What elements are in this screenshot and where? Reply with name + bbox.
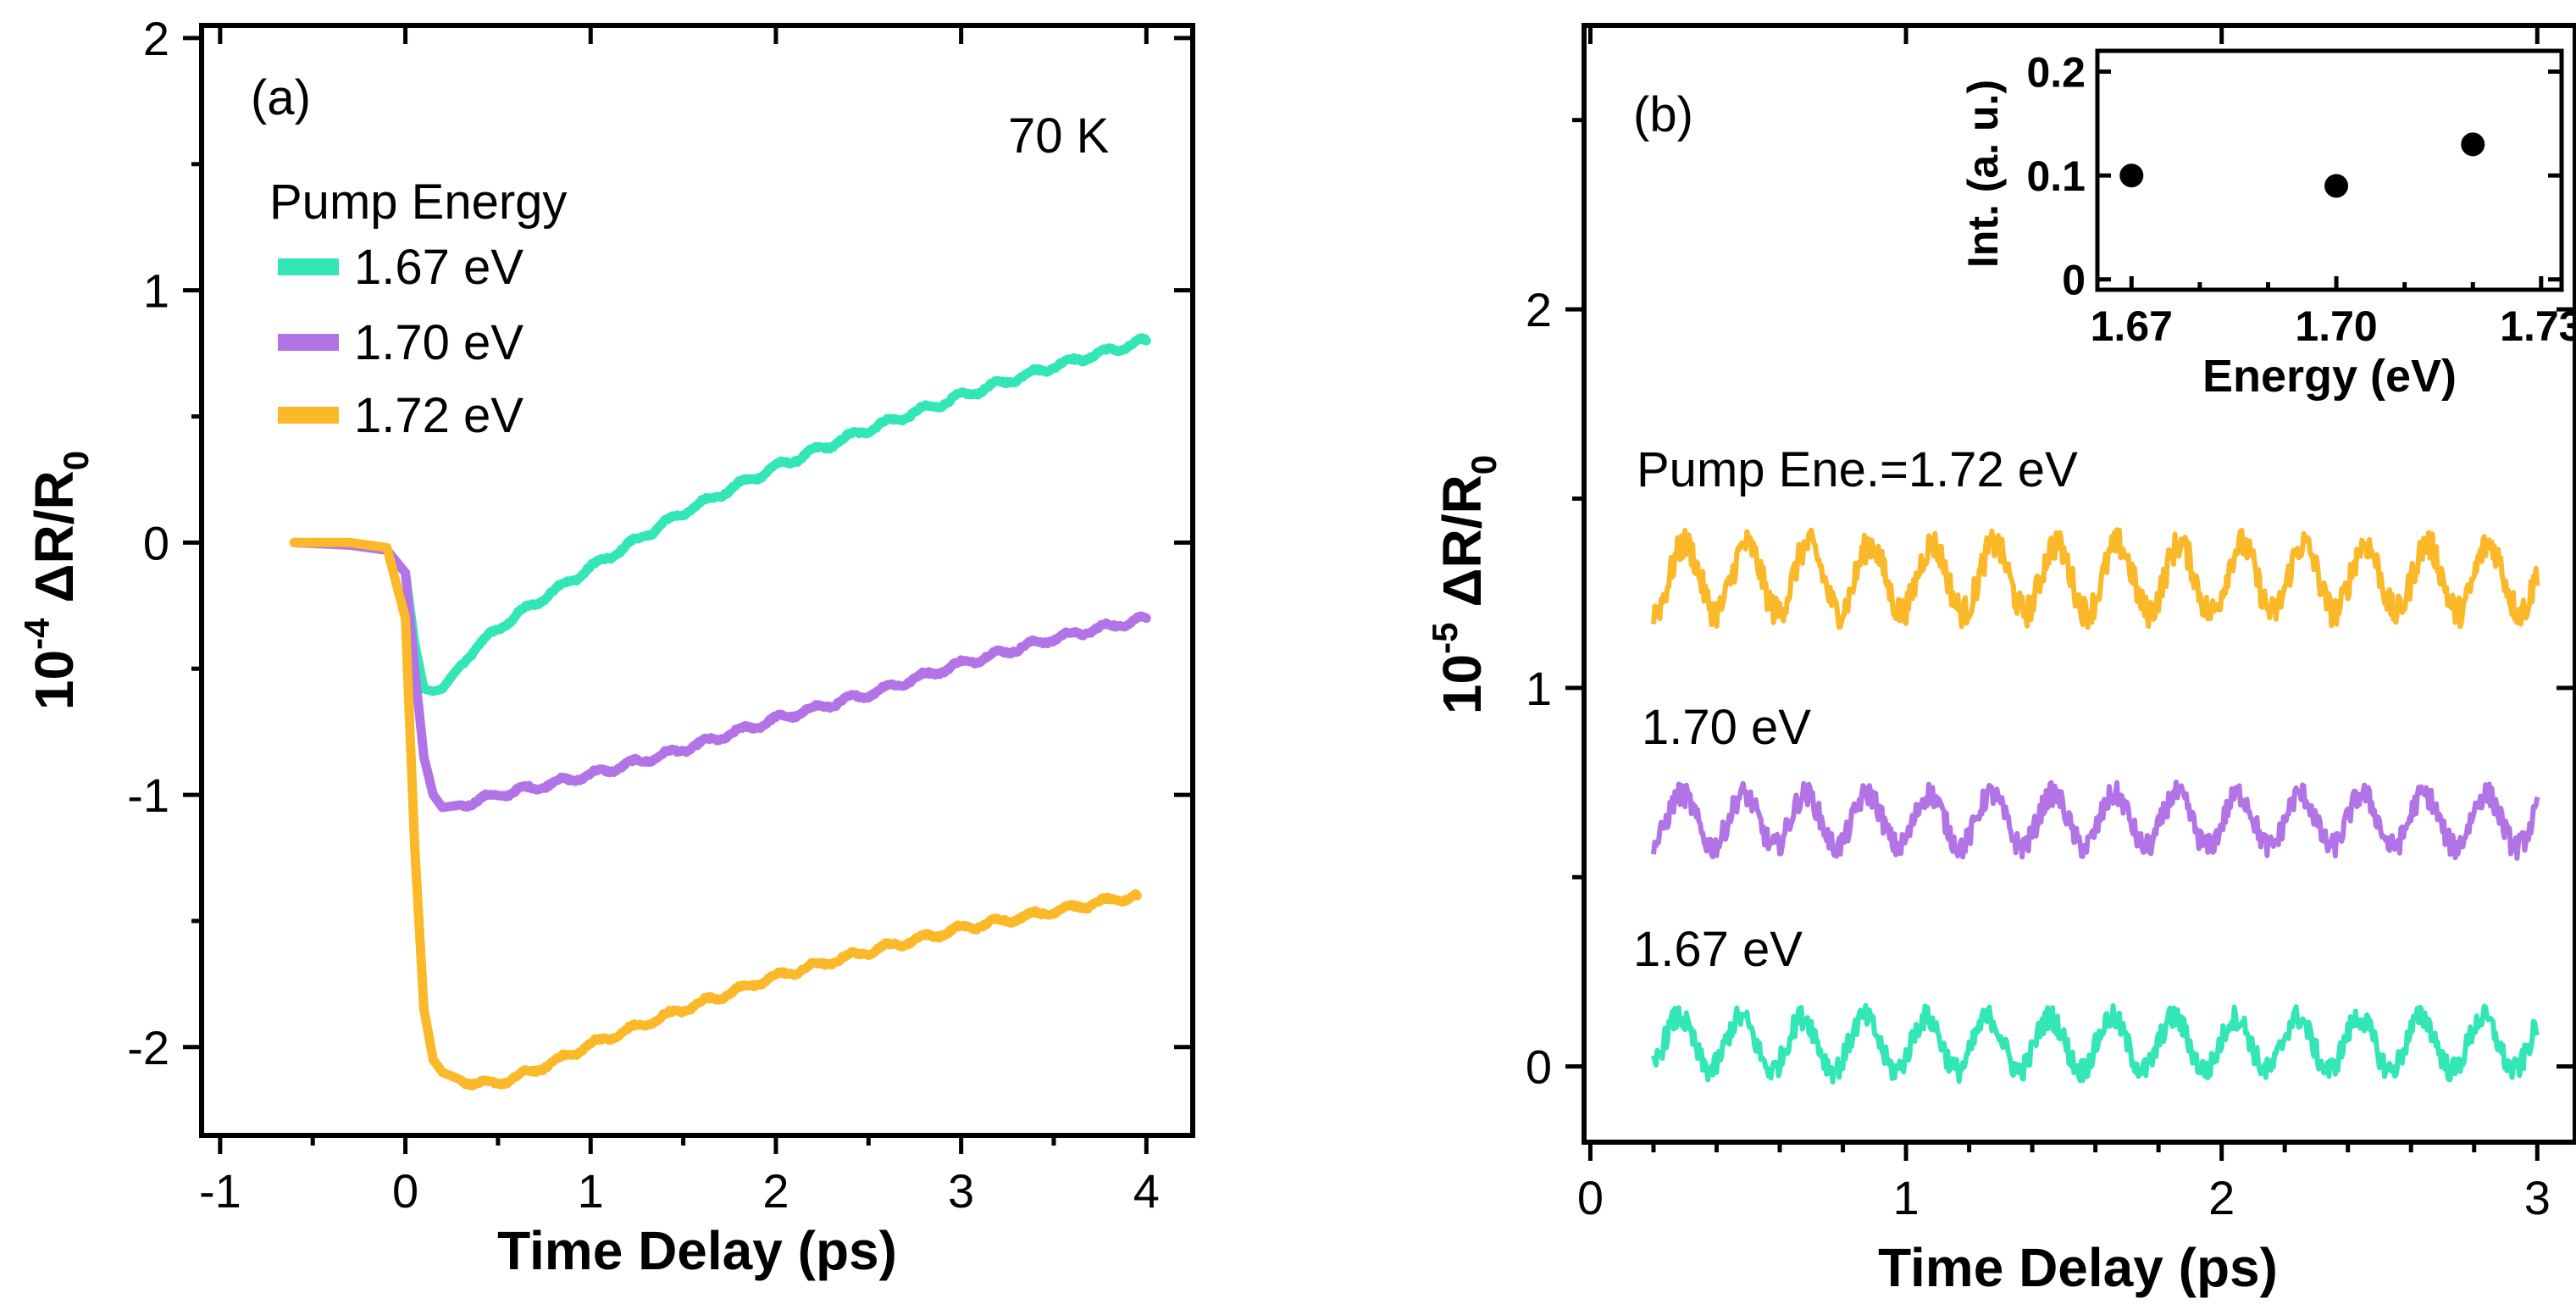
temperature-annotation: 70 K (1008, 108, 1110, 164)
oscillation-line-167 (1651, 1002, 2540, 1085)
legend-label-170: 1.70 eV (354, 315, 524, 370)
panel-b-x-axis-label: Time Delay (ps) (1878, 1237, 2278, 1298)
panel-b-ticks: 0 1 2 3 0 1 2 (1526, 25, 2575, 1224)
x-tick-label: -1 (199, 1164, 241, 1218)
inset-x-tick-label: 1.70 (2295, 302, 2377, 350)
y-tick-label: 1 (143, 264, 169, 318)
inset-y-tick-label: 0.1 (2026, 153, 2086, 200)
panel-b-y-axis-label: 10-5 ΔR/R0 (1425, 455, 1504, 714)
inset-data-point (2324, 174, 2349, 198)
panel-b-series-group (1651, 527, 2540, 1085)
panel-b-label: (b) (1633, 87, 1693, 142)
panel-a-frame (199, 23, 1195, 1138)
inset-chart: 1.67 1.70 1.73 0 0.1 0.2 Energy (eV) Int. (a.… (1959, 48, 2576, 402)
series-label-167: 1.67 eV (1633, 922, 1803, 977)
x-tick-label: 2 (762, 1164, 789, 1218)
panel-a-ticks: -1 0 1 2 3 4 -2 -1 0 1 2 (127, 12, 1193, 1218)
inset-y-axis-label: Int. (a. u.) (1959, 80, 2007, 268)
inset-frame (2095, 48, 2564, 292)
legend-entry: 1.70 eV (278, 315, 524, 370)
y-tick-label: 0 (143, 516, 169, 569)
x-tick-label: 3 (948, 1164, 974, 1218)
panel-a-ylabel-subscript: 0 (56, 451, 96, 470)
series-line-172 (289, 537, 1142, 1090)
oscillation-line-170 (1651, 780, 2540, 861)
oscillation-line-172 (1651, 527, 2540, 630)
y-tick-label: 2 (143, 12, 169, 65)
legend-entry: 1.72 eV (278, 388, 524, 443)
panel-a-x-axis-label: Time Delay (ps) (497, 1220, 897, 1281)
panel-a-ylabel-main: ΔR/R (24, 470, 85, 602)
inset-x-tick-label: 1.67 (2091, 302, 2173, 350)
panel-b-ylabel-main: ΔR/R (1432, 474, 1493, 607)
panel-b-ylabel-subscript: 0 (1464, 455, 1504, 474)
inset-y-tick-label: 0.2 (2026, 49, 2086, 97)
y-tick-label: 0 (1526, 1040, 1552, 1094)
panel-b-ylabel-exponent: -5 (1425, 623, 1465, 654)
legend-label-172: 1.72 eV (354, 388, 524, 443)
panel-a-y-axis-label: 10-4 ΔR/R0 (17, 451, 96, 710)
panel-a-ylabel-base: 10 (24, 650, 85, 710)
legend-entry: 1.67 eV (278, 240, 524, 295)
panel-a-series-group (289, 333, 1151, 1090)
panel-b: 0 1 2 3 0 1 2 (b) Pump Ene.=1.72 eV 1.70 eV 1.… (1425, 23, 2576, 1298)
panel-a-ylabel-exponent: -4 (17, 618, 57, 650)
inset-x-tick-label: 1.73 (2500, 302, 2576, 350)
x-tick-label: 3 (2524, 1171, 2551, 1224)
inset-ticks: 1.67 1.70 1.73 0 0.1 0.2 (2026, 49, 2576, 350)
legend-title: Pump Energy (269, 175, 567, 230)
svg-text:10-5ΔR/R0: 10-5 ΔR/R0 (1425, 455, 1504, 714)
series-label-170: 1.70 eV (1642, 700, 1811, 755)
x-tick-label: 1 (1892, 1171, 1919, 1224)
y-tick-label: 1 (1526, 662, 1552, 715)
x-tick-label: 2 (2208, 1171, 2235, 1224)
y-tick-label: -1 (127, 769, 169, 822)
x-tick-label: 1 (578, 1164, 604, 1218)
inset-points (2119, 132, 2485, 198)
series-line-167 (307, 333, 1151, 696)
panel-a: -1 0 1 2 3 4 -2 -1 0 1 2 (a) 70 K Pump Energy 1.67… (17, 12, 1195, 1281)
y-tick-label: -2 (127, 1021, 169, 1074)
panel-b-frame (1582, 23, 2576, 1145)
inset-y-tick-label: 0 (2062, 257, 2086, 304)
inset-data-point (2461, 132, 2485, 157)
svg-text:10-4ΔR/R0: 10-4 ΔR/R0 (17, 451, 96, 710)
series-line-170 (289, 537, 1151, 813)
x-tick-label: 0 (392, 1164, 418, 1218)
panel-b-ylabel-base: 10 (1432, 654, 1493, 714)
panel-a-label: (a) (251, 70, 311, 125)
y-tick-label: 2 (1526, 283, 1552, 336)
inset-x-axis-label: Energy (eV) (2202, 351, 2457, 402)
x-tick-label: 4 (1133, 1164, 1160, 1218)
legend-label-167: 1.67 eV (354, 240, 524, 295)
legend: Pump Energy 1.67 eV 1.70 eV 1.72 eV (269, 175, 567, 443)
inset-data-point (2119, 164, 2144, 188)
series-label-172: Pump Ene.=1.72 eV (1637, 442, 2078, 497)
x-tick-label: 0 (1577, 1171, 1604, 1224)
